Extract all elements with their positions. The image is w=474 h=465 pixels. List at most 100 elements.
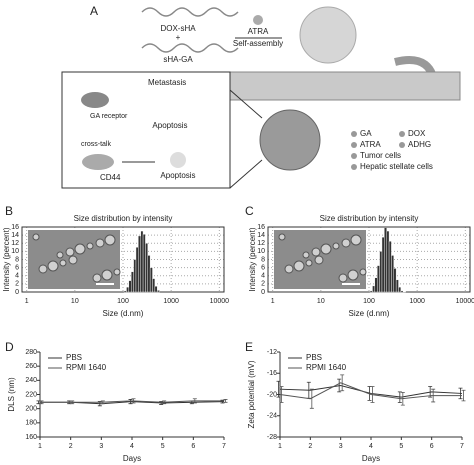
x-tick-label: 1 [25,298,29,305]
histogram-bar [400,290,404,293]
panel-label: E [245,340,253,354]
label: ATRA [248,27,269,36]
y-tick-label: 14 [11,232,19,239]
panel-label: B [5,204,13,218]
y-tick-label: 260 [25,363,37,370]
tem-particle [59,259,67,267]
error-bar [400,391,405,406]
x-tick-label: 100 [117,298,129,305]
histogram-bar [128,280,132,293]
x-tick-label: 1 [278,443,282,450]
y-tick-label: 200 [25,406,37,413]
y-tick-label: 6 [15,264,19,271]
error-bar [397,391,402,403]
y-axis-label: DLS (nm) [7,377,16,412]
y-tick-label: 10 [257,248,265,255]
y-tick-label: 10 [11,248,19,255]
chart-title: Size distribution by intensity [74,214,173,223]
tem-particle [278,233,286,241]
y-tick-label: -20 [267,391,277,398]
tem-particle [86,242,94,250]
histogram-bar [126,286,130,293]
error-bar [162,400,167,405]
histogram-bar [145,243,148,293]
histogram-bar [369,290,373,293]
tem-particle [95,238,105,248]
histogram-bar [138,235,141,293]
y-tick-label: 160 [25,434,37,441]
atra-icon [253,15,263,25]
plot-frame [267,226,471,293]
histogram-bar [133,259,137,293]
y-tick-label: 16 [257,224,265,231]
x-tick-label: 2 [69,443,73,450]
tem-particle [338,273,348,283]
label: sHA-GA [163,55,193,64]
tem-particle [113,268,121,276]
x-tick-label: 6 [430,443,434,450]
panel-label: D [5,340,14,354]
legend-icon [351,131,357,137]
histogram-bar [388,241,392,293]
error-bar [431,388,436,403]
histogram-bar [398,286,402,293]
x-tick-label: 10000 [210,298,230,305]
panel-label: C [245,204,254,218]
legend-icon [351,164,357,170]
x-tick-label: 2 [308,443,312,450]
legend-label: Hepatic stellate cells [360,162,433,171]
histogram-bar [147,255,151,293]
error-bar [279,386,284,403]
y-tick-label: 12 [11,240,19,247]
y-tick-label: 12 [257,240,265,247]
x-tick-label: 3 [99,443,103,450]
x-tick-label: 3 [339,443,343,450]
histogram-bar [395,279,399,293]
y-tick-label: 2 [261,281,265,288]
histogram-bar [154,286,158,293]
mechanism-box [61,71,231,189]
legend-label: ADHG [408,140,431,149]
error-bar [192,398,197,404]
x-tick-label: 7 [460,443,464,450]
legend-label: RPMI 1640 [306,363,347,372]
tem-particle [347,269,359,281]
tem-particle [350,234,362,246]
legend-label: RPMI 1640 [66,363,107,372]
x-axis-label: Days [123,454,141,463]
histogram-bar [149,267,153,293]
y-tick-label: 16 [11,224,19,231]
label: DOX-sHA [160,24,196,33]
histogram-bar [140,230,144,293]
blood-vessel [229,71,461,101]
panel-label: A [90,4,98,18]
label: cross-talk [81,141,111,148]
histogram-bar [393,268,397,293]
legend-label: ATRA [360,140,381,149]
histogram-bar [391,255,394,293]
tem-particle [320,243,332,255]
histogram-bar [135,247,139,293]
plot-frame [21,226,225,293]
y-tick-label: 280 [25,349,37,356]
cell [82,154,114,170]
tem-particle [32,233,40,241]
y-tick-label: -24 [267,413,277,420]
x-tick-label: 10 [71,298,79,305]
tem-particle [314,255,324,265]
tem-particle [92,273,102,283]
histogram-bar [377,265,380,293]
tem-particle [104,234,116,246]
legend-icon [351,153,357,159]
tem-particle [284,264,294,274]
series-line [40,400,224,403]
histogram-bar [386,230,390,293]
x-tick-label: 5 [399,443,403,450]
tem-particle [293,260,305,272]
y-tick-label: -28 [267,434,277,441]
x-axis-label: Size (d.nm) [103,309,144,318]
label: + [176,33,181,42]
error-bar [39,400,44,405]
tem-particle [68,255,78,265]
tem-particle [74,243,86,255]
